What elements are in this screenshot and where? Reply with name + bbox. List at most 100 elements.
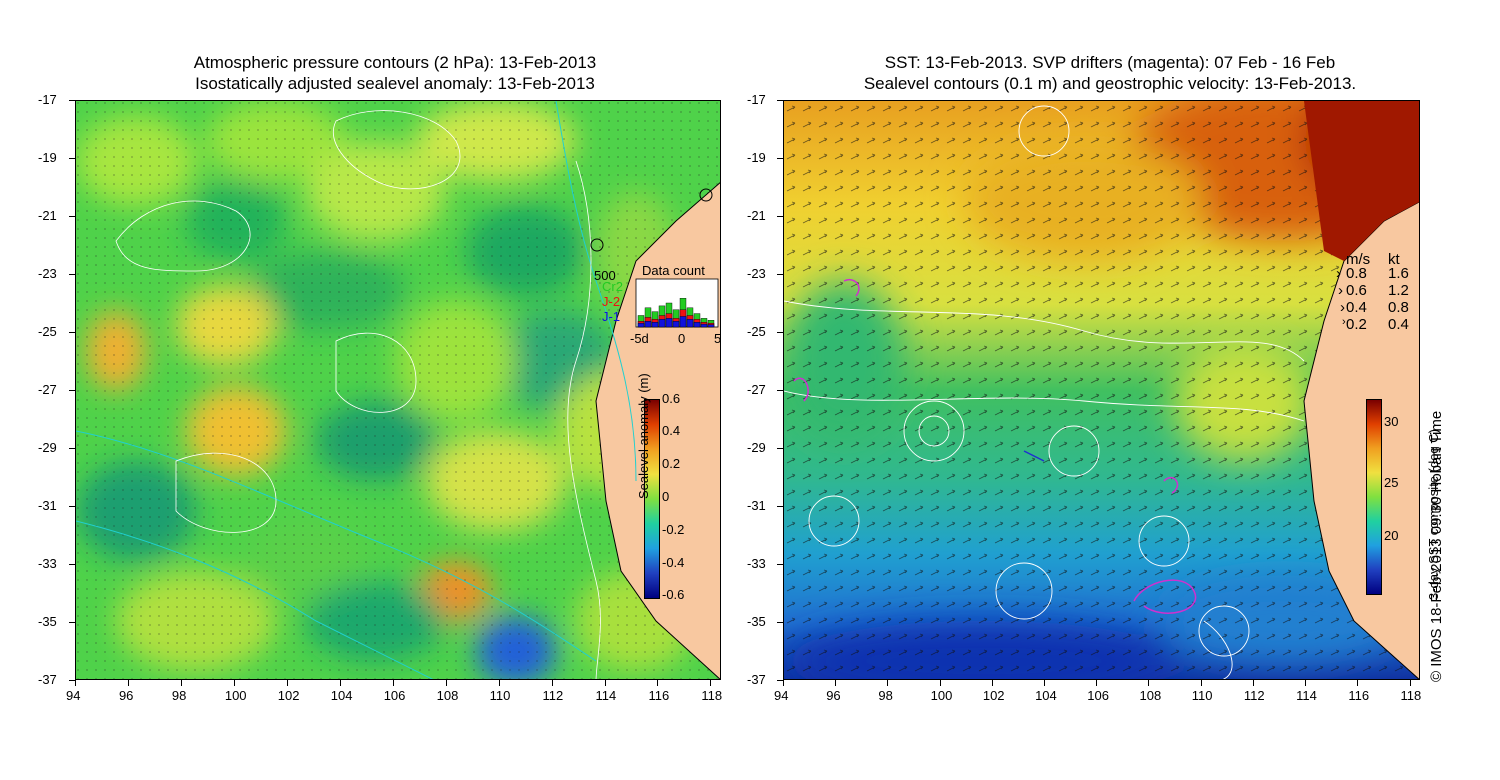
data-count-title: Data count bbox=[642, 263, 705, 278]
lon-tick-label: 94 bbox=[774, 688, 789, 703]
lon-tick-mark bbox=[1148, 680, 1150, 686]
bar-j1 bbox=[693, 322, 701, 328]
lon-tick-mark bbox=[1200, 680, 1202, 686]
sealevel-anomaly-map[interactable]: 500 Data count Cr2 J-2 J-1 -5d 0 5 0.6 0… bbox=[75, 100, 721, 680]
bar-j1 bbox=[679, 316, 687, 328]
lon-tick-label: 112 bbox=[1243, 688, 1265, 703]
lat-tick-mark bbox=[69, 100, 75, 101]
lon-tick-mark bbox=[710, 680, 712, 686]
lon-tick-label: 114 bbox=[595, 688, 617, 703]
lon-tick-label: 106 bbox=[383, 688, 406, 703]
lat-tick-label: -33 bbox=[38, 556, 57, 571]
lon-tick-mark bbox=[939, 680, 941, 686]
lat-tick-label: -17 bbox=[747, 92, 766, 107]
lon-tick-mark bbox=[887, 680, 889, 686]
lon-tick-label: 116 bbox=[1348, 688, 1370, 703]
lon-tick-label: 118 bbox=[701, 688, 723, 703]
lon-tick-mark bbox=[657, 680, 659, 686]
lat-tick-label: -25 bbox=[747, 324, 766, 339]
lon-tick-mark bbox=[339, 680, 341, 686]
speed-legend-ms: 0.8 bbox=[1346, 265, 1367, 282]
speed-arrow-icon: › bbox=[1342, 316, 1346, 328]
bar-j1 bbox=[672, 321, 680, 328]
lon-tick-mark bbox=[127, 680, 129, 686]
lat-tick-mark bbox=[777, 274, 783, 275]
lon-tick-label: 114 bbox=[1296, 688, 1317, 703]
sst-cb-tick: 25 bbox=[1384, 475, 1399, 490]
bar-j1 bbox=[637, 322, 645, 328]
sealevel-cb-tick: 0.2 bbox=[662, 456, 681, 471]
speed-legend-ms-header: m/s bbox=[1346, 251, 1371, 268]
series-cr2-label: Cr2 bbox=[602, 279, 623, 294]
data-count-xtick: 5 bbox=[714, 331, 721, 346]
lat-tick-mark bbox=[69, 390, 75, 391]
lat-tick-mark bbox=[69, 622, 75, 623]
lon-tick-mark bbox=[783, 680, 784, 686]
lat-tick-label: -35 bbox=[38, 614, 57, 629]
sst-colorbar bbox=[1366, 399, 1382, 595]
lon-tick-label: 98 bbox=[171, 688, 187, 703]
speed-arrow-icon: › bbox=[1336, 265, 1341, 282]
lat-tick-mark bbox=[777, 332, 783, 333]
lat-tick-mark bbox=[777, 622, 783, 623]
lat-tick-mark bbox=[69, 274, 75, 275]
lon-tick-label: 104 bbox=[330, 688, 353, 703]
lat-tick-label: -21 bbox=[38, 208, 57, 223]
lat-tick-mark bbox=[777, 100, 783, 101]
lat-tick-mark bbox=[777, 506, 783, 507]
lon-tick-label: 96 bbox=[826, 688, 841, 703]
lon-tick-label: 112 bbox=[542, 688, 564, 703]
lon-tick-mark bbox=[835, 680, 837, 686]
lat-tick-label: -31 bbox=[747, 498, 766, 513]
left-title-line1: Atmospheric pressure contours (2 hPa): 1… bbox=[193, 53, 597, 72]
lat-tick-label: -35 bbox=[747, 614, 766, 629]
lat-tick-label: -25 bbox=[38, 324, 57, 339]
sealevel-colorbar bbox=[644, 399, 660, 599]
sst-cb-tick: 30 bbox=[1384, 414, 1399, 429]
lon-tick-label: 96 bbox=[118, 688, 134, 703]
lat-tick-label: -19 bbox=[38, 150, 57, 165]
bar-j1 bbox=[644, 321, 652, 328]
imos-credit: © IMOS 18-Feb-2013 09:30 Hobart Time bbox=[1428, 410, 1445, 682]
speed-legend-ms: 0.2 bbox=[1346, 316, 1367, 333]
speed-legend-kt: 0.4 bbox=[1388, 316, 1409, 333]
lon-tick-mark bbox=[1044, 680, 1046, 686]
sst-map[interactable]: m/s kt › 0.8 1.6 › 0.6 1.2 › 0.4 0.8 › 0… bbox=[783, 100, 1420, 680]
sealevel-cb-tick: 0.6 bbox=[662, 391, 681, 406]
lon-tick-mark bbox=[233, 680, 235, 686]
bar-j1 bbox=[686, 319, 694, 328]
bar-j1 bbox=[700, 323, 708, 328]
sealevel-cb-tick: -0.2 bbox=[662, 522, 685, 537]
data-count-xtick: -5d bbox=[630, 331, 649, 346]
lon-tick-label: 110 bbox=[489, 688, 511, 703]
bar-j1 bbox=[707, 324, 715, 328]
lat-tick-label: -23 bbox=[38, 266, 57, 281]
data-count-xtick: 0 bbox=[678, 331, 686, 346]
lat-tick-label: -21 bbox=[747, 208, 766, 223]
lat-tick-mark bbox=[69, 680, 75, 681]
lon-tick-label: 104 bbox=[1035, 688, 1057, 703]
lon-tick-label: 108 bbox=[436, 688, 459, 703]
left-title-line2: Isostatically adjusted sealevel anomaly:… bbox=[195, 74, 595, 93]
lat-tick-label: -31 bbox=[38, 498, 57, 513]
lat-tick-mark bbox=[69, 564, 75, 565]
speed-legend-kt: 1.2 bbox=[1388, 282, 1409, 299]
lat-tick-mark bbox=[777, 448, 783, 449]
right-title-line1: SST: 13-Feb-2013. SVP drifters (magenta)… bbox=[884, 53, 1336, 72]
lat-tick-mark bbox=[777, 564, 783, 565]
lon-tick-mark bbox=[445, 680, 447, 686]
speed-arrow-icon: › bbox=[1338, 282, 1343, 299]
lon-tick-label: 102 bbox=[982, 688, 1005, 703]
lat-tick-mark bbox=[69, 332, 75, 333]
sst-field bbox=[784, 101, 1419, 679]
lat-tick-mark bbox=[69, 158, 75, 159]
lon-tick-label: 106 bbox=[1087, 688, 1109, 703]
speed-legend: m/s kt › 0.8 1.6 › 0.6 1.2 › 0.4 0.8 › 0… bbox=[1324, 251, 1419, 336]
lat-tick-label: -27 bbox=[38, 382, 57, 397]
lon-tick-label: 100 bbox=[224, 688, 247, 703]
lat-tick-label: -37 bbox=[747, 672, 766, 687]
lon-tick-mark bbox=[498, 680, 500, 686]
lat-tick-mark bbox=[777, 216, 783, 217]
lon-tick-mark bbox=[392, 680, 394, 686]
lat-tick-label: -29 bbox=[747, 440, 766, 455]
